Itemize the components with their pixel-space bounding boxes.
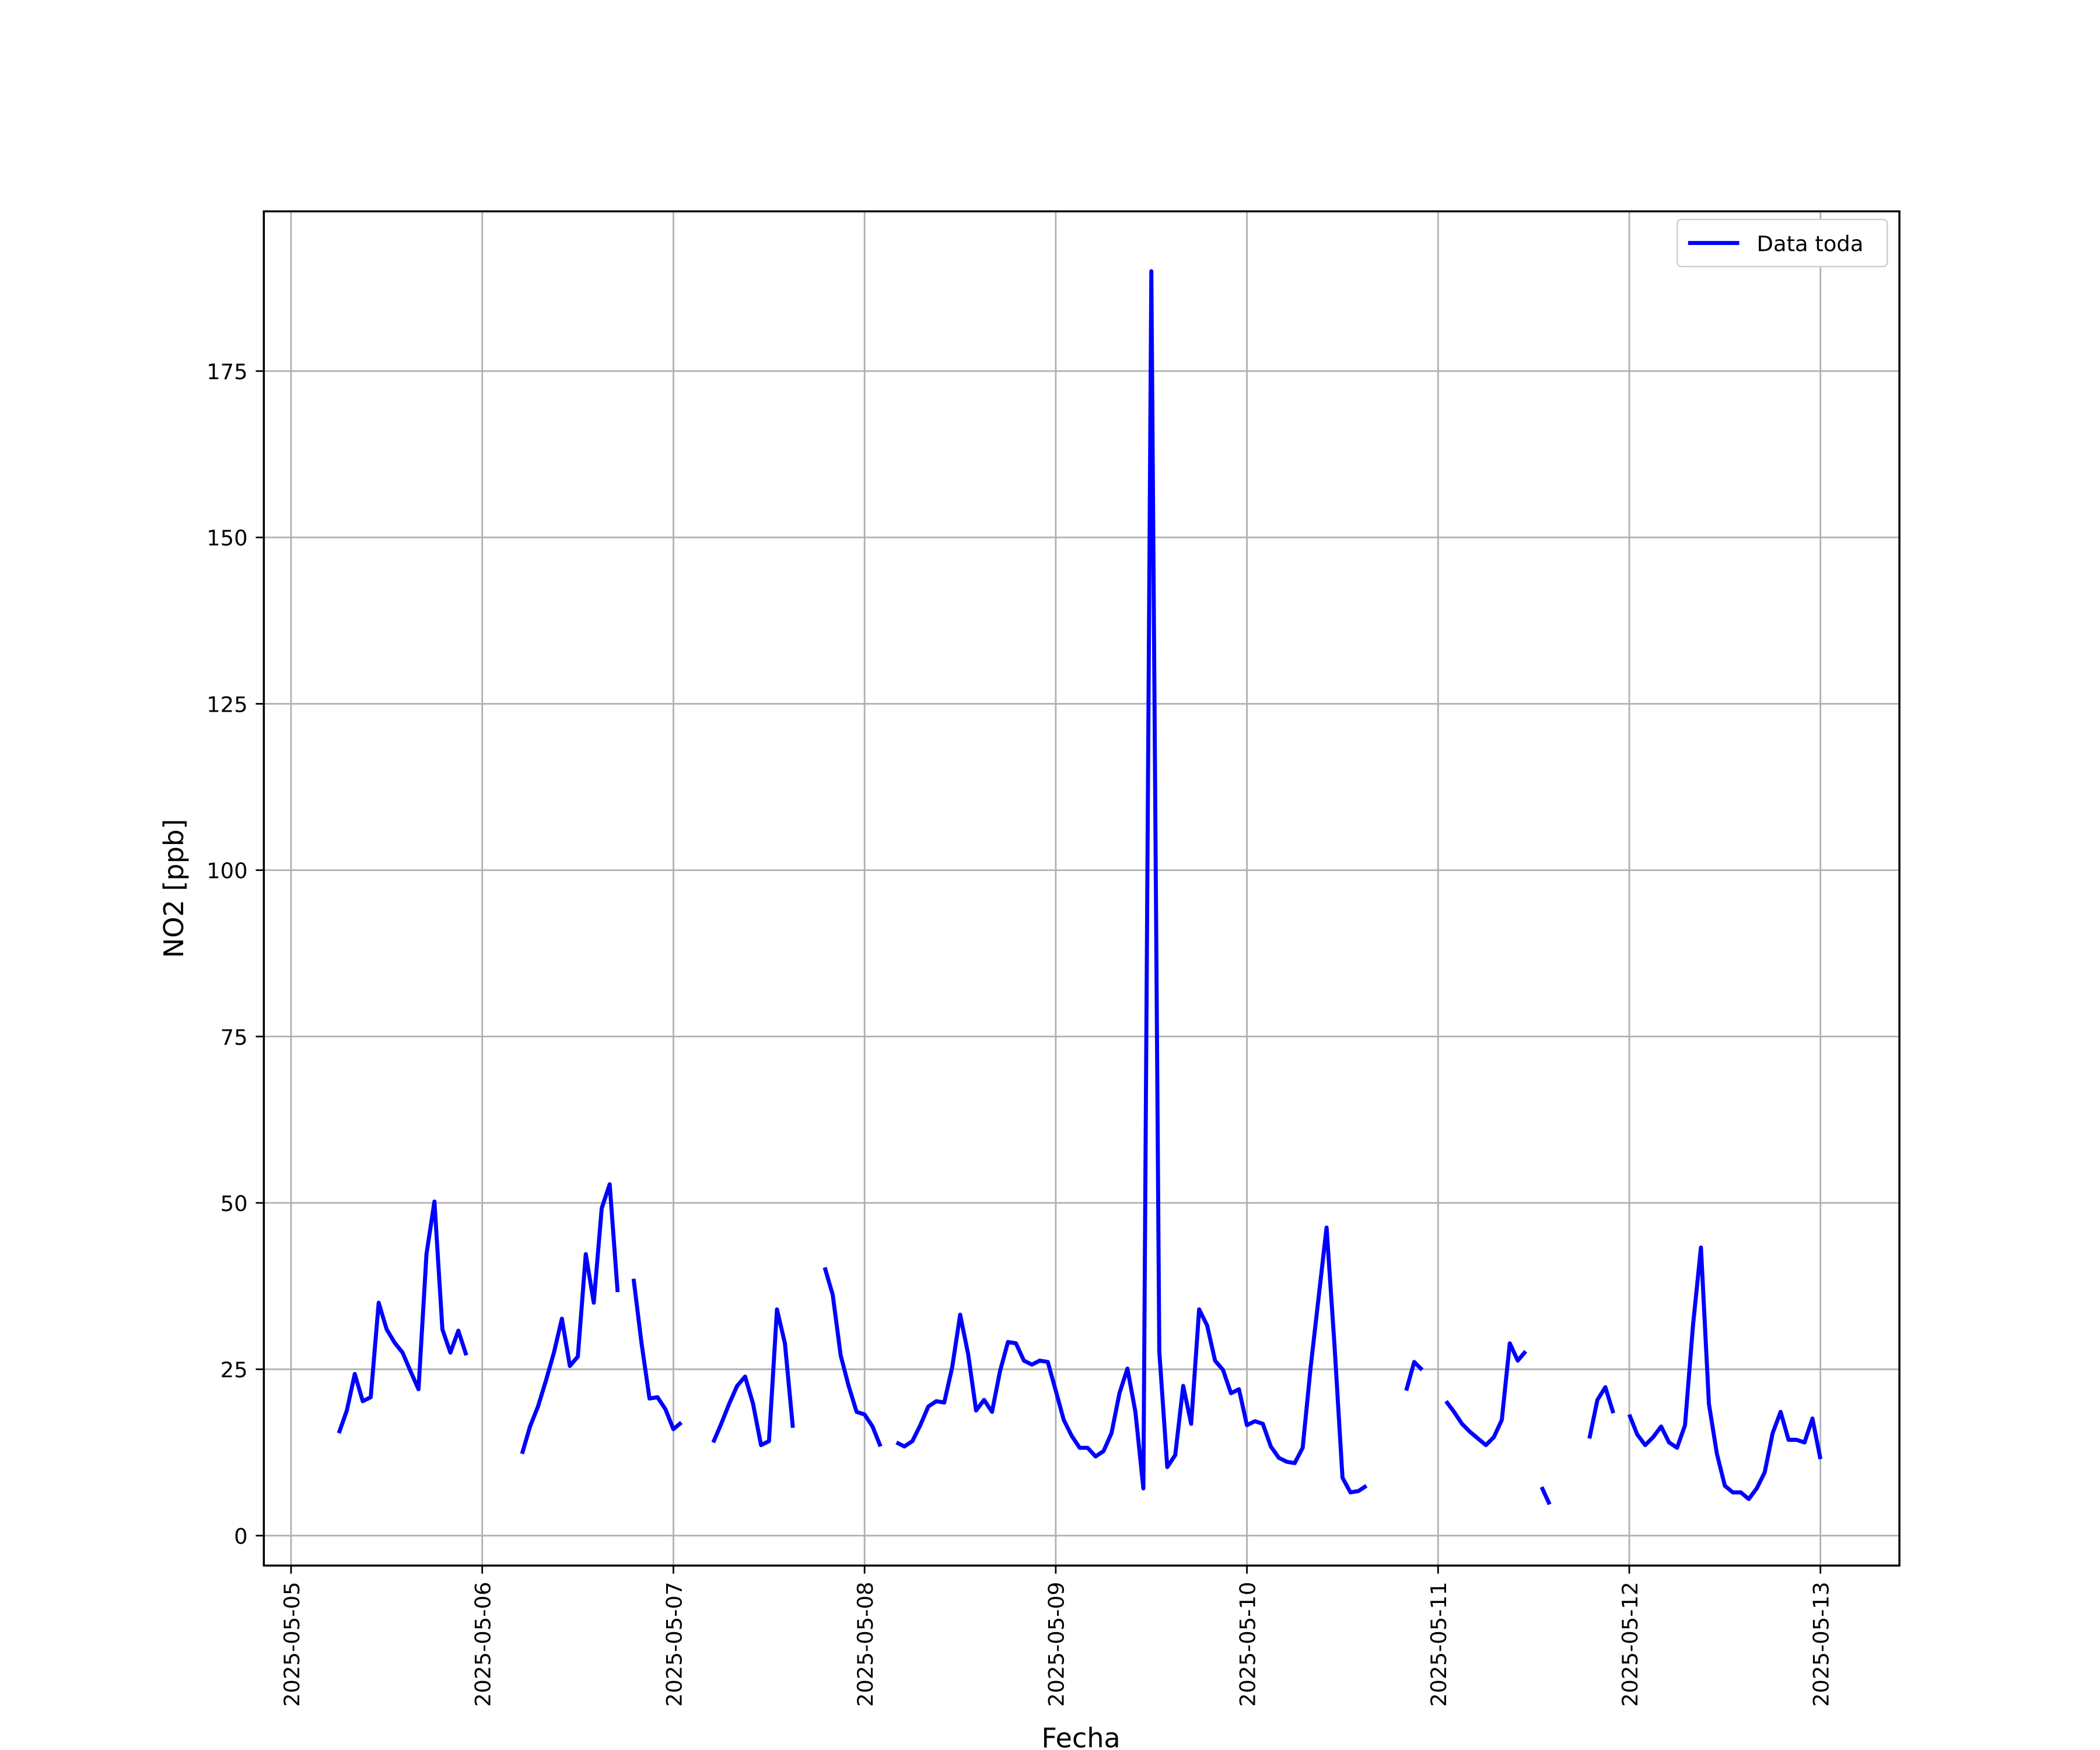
x-tick-label: 2025-05-07 (662, 1582, 687, 1707)
y-tick-label: 100 (206, 859, 247, 884)
y-axis-label: NO2 [ppb] (158, 819, 190, 958)
x-tick-label: 2025-05-05 (279, 1582, 304, 1707)
y-tick-label: 75 (220, 1025, 248, 1050)
y-tick-label: 0 (234, 1524, 247, 1549)
y-tick-label: 25 (220, 1357, 248, 1382)
y-tick-label: 150 (206, 526, 247, 551)
x-tick-label: 2025-05-10 (1235, 1582, 1260, 1707)
x-tick-label: 2025-05-09 (1044, 1582, 1069, 1707)
legend-label: Data toda (1757, 231, 1864, 256)
x-axis-label: Fecha (1041, 1722, 1120, 1750)
x-tick-label: 2025-05-06 (471, 1582, 496, 1707)
legend-box (1676, 218, 1888, 268)
x-tick-label: 2025-05-13 (1809, 1582, 1834, 1707)
plot-frame (262, 210, 1901, 1567)
x-tick-label: 2025-05-11 (1426, 1582, 1451, 1707)
y-tick-label: 175 (206, 359, 247, 384)
y-tick-label: 125 (206, 692, 247, 717)
x-tick-label: 2025-05-08 (853, 1582, 878, 1707)
y-tick-label: 50 (220, 1191, 248, 1216)
data-line (337, 269, 1823, 1506)
x-tick-label: 2025-05-12 (1618, 1582, 1643, 1707)
